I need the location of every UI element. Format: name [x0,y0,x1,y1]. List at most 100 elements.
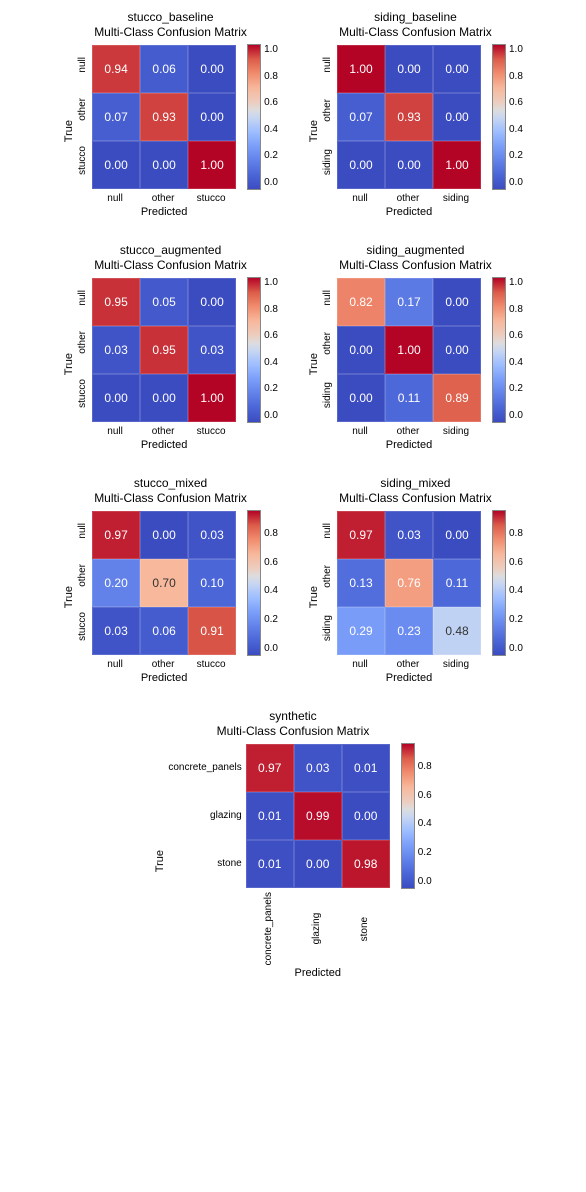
cell: 0.00 [294,840,342,888]
cell: 0.00 [433,511,481,559]
matrix-title-line2: Multi-Class Confusion Matrix [339,25,492,40]
heatmap-grid: 0.970.030.010.010.990.000.010.000.98 [245,743,391,889]
x-ticks: nullothersiding [336,659,480,670]
y-axis-label: True [308,353,320,375]
chart-row: syntheticMulti-Class Confusion MatrixTru… [10,709,576,979]
cell: 0.00 [337,141,385,189]
x-axis-label: Predicted [91,206,237,218]
matrix-body: True nullothersiding0.820.170.000.001.000… [308,277,523,451]
colorbar-tick: 1.0 [264,277,278,288]
y-axis-label: True [63,120,75,142]
colorbar-tick: 0.0 [264,643,278,654]
y-tick: other [322,332,333,355]
grid-column: 0.970.030.010.010.990.000.010.000.98conc… [245,743,391,979]
cell: 0.01 [246,840,294,888]
confusion-matrix-stucco_mixed: stucco_mixedMulti-Class Confusion Matrix… [63,476,278,684]
matrix-title-line2: Multi-Class Confusion Matrix [217,724,370,739]
y-tick: null [77,57,88,73]
y-ticks: nullotherstucco [77,44,88,188]
y-ticks: nullothersiding [322,44,333,188]
colorbar-tick: 0.8 [264,528,278,539]
cell: 0.89 [433,374,481,422]
chart-row: stucco_baselineMulti-Class Confusion Mat… [10,10,576,218]
cell: 1.00 [188,141,236,189]
grid-column: 0.940.060.000.070.930.000.000.001.00null… [91,44,237,218]
colorbar-gradient [247,277,261,423]
colorbar-tick: 0.2 [509,614,523,625]
matrix-title: siding_augmentedMulti-Class Confusion Ma… [339,243,492,273]
matrix-body: Truenullotherstucco0.950.050.000.030.950… [63,277,278,451]
colorbar-gradient [247,44,261,190]
y-tick: null [77,290,88,306]
colorbar: 0.80.60.40.20.0 [492,510,523,656]
chart-row: stucco_mixedMulti-Class Confusion Matrix… [10,476,576,684]
colorbar-tick: 0.2 [264,150,278,161]
matrix-title-line2: Multi-Class Confusion Matrix [94,258,247,273]
x-tick: other [139,193,187,204]
matrix-title-line2: Multi-Class Confusion Matrix [94,25,247,40]
figure-root: stucco_baselineMulti-Class Confusion Mat… [10,10,576,979]
colorbar-tick: 0.4 [418,818,432,829]
matrix-title: stucco_mixedMulti-Class Confusion Matrix [94,476,247,506]
cell: 0.99 [294,792,342,840]
colorbar-gradient [247,510,261,656]
cell: 0.00 [385,45,433,93]
matrix-title-line1: siding_mixed [339,476,492,491]
cell: 0.00 [385,141,433,189]
y-ticks: concrete_panelsglazingstone [168,743,241,887]
grid-column: 1.000.000.000.070.930.000.000.001.00null… [336,44,482,218]
y-tick: other [322,565,333,588]
x-axis-label: Predicted [91,672,237,684]
grid-column: 0.820.170.000.001.000.000.000.110.89null… [336,277,482,451]
cell: 0.23 [385,607,433,655]
cell: 0.01 [342,744,390,792]
cell: 0.00 [433,93,481,141]
cell: 0.82 [337,278,385,326]
grid-column: 0.970.000.030.200.700.100.030.060.91null… [91,510,237,684]
cell: 0.91 [188,607,236,655]
matrix-title-line2: Multi-Class Confusion Matrix [339,258,492,273]
y-tick: stucco [77,146,88,175]
cell: 0.94 [92,45,140,93]
matrix-title-line2: Multi-Class Confusion Matrix [94,491,247,506]
y-tick: null [322,57,333,73]
y-axis-label: True [308,120,320,142]
y-tick: null [77,523,88,539]
cell: 0.00 [433,326,481,374]
cell: 0.06 [140,45,188,93]
colorbar-tick: 0.6 [418,790,432,801]
cell: 0.17 [385,278,433,326]
colorbar-tick: 0.8 [509,304,523,315]
cell: 0.00 [188,45,236,93]
colorbar-tick: 0.6 [509,330,523,341]
y-tick: other [322,99,333,122]
colorbar-tick: 0.4 [264,357,278,368]
matrix-body: Truenullothersiding0.970.030.000.130.760… [308,510,523,684]
confusion-matrix-siding_mixed: siding_mixedMulti-Class Confusion Matrix… [308,476,523,684]
colorbar-tick: 1.0 [509,44,523,55]
x-ticks: nullothersiding [336,426,480,437]
chart-row: stucco_augmentedMulti-Class Confusion Ma… [10,243,576,451]
x-axis-label: Predicted [91,439,237,451]
x-tick: other [139,426,187,437]
colorbar-tick: 0.8 [264,304,278,315]
colorbar: 1.00.80.60.40.20.0 [492,44,523,190]
x-ticks: nullotherstucco [91,193,235,204]
y-axis-label: True [63,353,75,375]
cell: 0.00 [433,45,481,93]
matrix-body: Trueconcrete_panelsglazingstone0.970.030… [154,743,431,979]
heatmap-grid: 1.000.000.000.070.930.000.000.001.00 [336,44,482,190]
x-axis-label: Predicted [336,439,482,451]
cell: 1.00 [188,374,236,422]
colorbar-tick: 0.2 [509,383,523,394]
x-axis-label: Predicted [245,967,391,979]
x-tick: null [91,193,139,204]
cell: 0.13 [337,559,385,607]
x-tick: siding [432,426,480,437]
y-tick: stucco [77,612,88,641]
cell: 0.95 [140,326,188,374]
colorbar-tick: 0.4 [509,124,523,135]
x-tick: other [384,193,432,204]
y-axis-label: True [154,850,166,872]
colorbar-tick: 0.0 [509,643,523,654]
